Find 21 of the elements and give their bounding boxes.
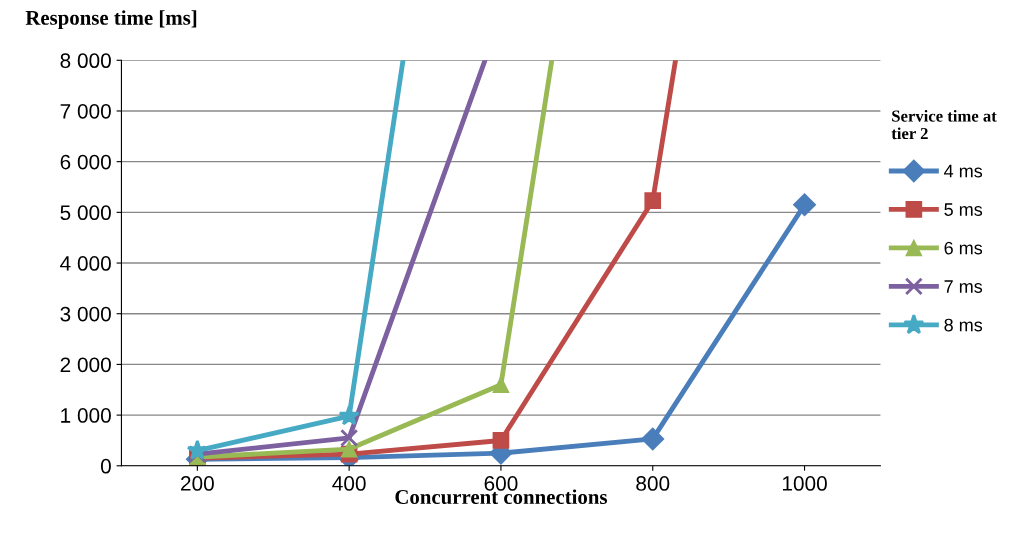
legend-label: 5 ms — [944, 203, 983, 216]
y-tick-label: 6 000 — [60, 154, 111, 170]
x-tick-label: 400 — [332, 476, 366, 491]
y-axis-title: Response time [ms] — [25, 10, 197, 30]
y-tick-label: 1 000 — [61, 408, 111, 423]
y-tick-label: 8 000 — [60, 53, 111, 69]
x-tick-label: 800 — [636, 476, 670, 491]
legend-label: 4 ms — [944, 164, 983, 178]
legend-title: Service time at tier 2 — [891, 109, 997, 140]
y-tick-label: 0 — [100, 458, 111, 474]
x-tick-label: 1000 — [782, 476, 827, 491]
y-tick-label: 7 000 — [60, 103, 111, 119]
y-tick-label: 5 000 — [60, 205, 111, 221]
legend-label: 6 ms — [944, 241, 983, 255]
y-tick-label: 4 000 — [60, 256, 111, 271]
legend-label: 7 ms — [944, 280, 983, 293]
x-tick-label: 600 — [484, 476, 518, 491]
y-tick-label: 2 000 — [60, 357, 111, 373]
y-tick-label: 3 000 — [60, 306, 111, 322]
legend-label: 8 ms — [944, 318, 983, 332]
x-tick-label: 200 — [181, 476, 214, 491]
